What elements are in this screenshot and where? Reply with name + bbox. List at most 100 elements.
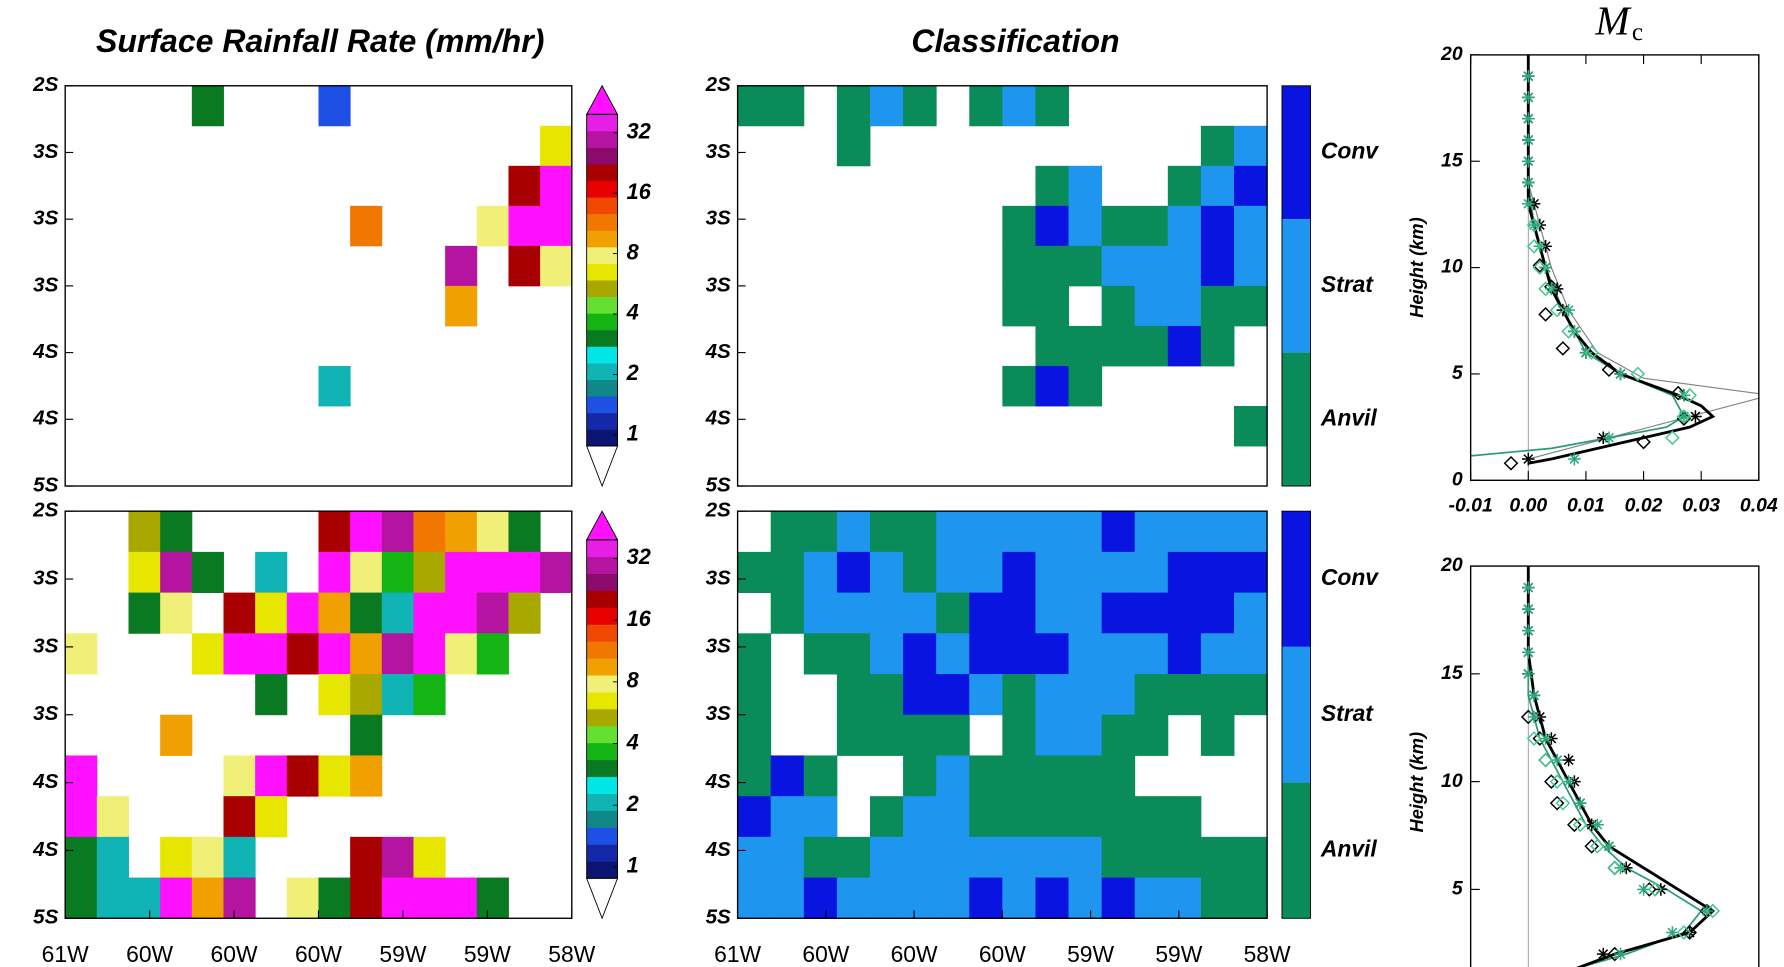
asterisk-marker <box>1562 753 1575 767</box>
legend-swatch <box>1281 511 1311 647</box>
colorbar-segment <box>586 363 618 381</box>
colorbar-frame <box>586 113 618 447</box>
map-cell <box>836 877 871 919</box>
map-cell <box>223 592 256 634</box>
map-cell <box>1002 755 1036 797</box>
x-tick-label: 60W <box>295 941 342 967</box>
marker-stroke <box>1592 819 1603 830</box>
map-cell <box>1167 245 1202 287</box>
x-tick-label: 58W <box>548 941 595 967</box>
x-tick-label: 59W <box>1155 941 1202 967</box>
map-cell <box>1101 714 1136 756</box>
legend-label: Anvil <box>1320 404 1378 430</box>
map-cell <box>1068 205 1103 247</box>
plot-area <box>1470 54 1759 481</box>
map-cell <box>1068 365 1103 407</box>
map-cell <box>1002 633 1036 675</box>
diamond-marker <box>1549 795 1565 811</box>
marker-stroke <box>1523 113 1534 124</box>
map-cell <box>381 633 414 675</box>
map-cell <box>1200 165 1235 207</box>
map-cell <box>1035 714 1069 756</box>
marker-stroke <box>1540 733 1551 744</box>
map-cell <box>836 125 871 167</box>
profile-line <box>1470 54 1686 457</box>
marker-stroke <box>1552 755 1563 765</box>
map-cell <box>381 674 414 716</box>
map-cell <box>1200 551 1235 594</box>
colorbar-segment <box>586 412 618 430</box>
map-cell <box>255 592 288 634</box>
map-cell <box>255 633 288 675</box>
map-cell <box>65 877 98 919</box>
colorbar-tick-label: 4 <box>626 300 639 325</box>
map-cell <box>1002 365 1036 407</box>
map-cell <box>413 674 446 716</box>
map-cell <box>1035 592 1069 634</box>
map-frame <box>64 85 573 487</box>
map-cell <box>869 633 904 675</box>
marker-shape <box>1549 774 1565 789</box>
colorbar-segment <box>586 742 618 761</box>
map-cell <box>160 592 193 634</box>
map-panel: 2S 3S 3S 3S 4S 4S 5S Surface Rainfall Rate (mm/… <box>32 23 652 497</box>
legend-swatch <box>1281 646 1311 783</box>
map-cell <box>1134 796 1169 838</box>
legend-swatch <box>1281 85 1311 220</box>
map-cell <box>1002 285 1036 327</box>
marker-shape <box>1567 817 1582 833</box>
map-cell <box>318 674 351 716</box>
asterisk-marker <box>1591 818 1604 832</box>
map-cell <box>65 633 98 675</box>
marker-stroke <box>1523 625 1534 636</box>
colorbar-segment <box>586 810 618 828</box>
map-cell <box>1200 592 1235 634</box>
map-cell <box>969 633 1003 675</box>
map-cell <box>1167 836 1202 879</box>
colorbar-segment <box>586 296 618 314</box>
map-cell <box>1068 511 1103 553</box>
diamond-marker <box>1630 366 1646 382</box>
marker-shape <box>1555 795 1571 811</box>
diamond-marker <box>1590 838 1605 854</box>
x-tick-label: 59W <box>379 941 426 967</box>
map-cell <box>903 551 937 594</box>
asterisk-marker <box>1522 667 1535 681</box>
colorbar-segment <box>586 793 618 811</box>
diamond-marker <box>1572 817 1588 833</box>
colorbar-segment <box>586 114 618 132</box>
map-cell <box>770 836 805 879</box>
plot-frame <box>1469 54 1760 481</box>
map-cell <box>936 877 970 919</box>
colorbar-tick-label: 32 <box>627 544 651 569</box>
colorbar-segment <box>586 197 618 215</box>
map-cell <box>1002 85 1036 127</box>
marker-stroke <box>1523 156 1534 167</box>
colorbar-segment <box>586 675 618 693</box>
map-cell <box>445 633 478 675</box>
x-tick-label: 58W <box>1244 941 1291 967</box>
marker-shape <box>1526 731 1542 746</box>
colorbar-frame <box>586 539 618 879</box>
map-cell <box>1002 245 1036 287</box>
map-cell <box>1200 325 1235 367</box>
marker-stroke <box>1529 690 1539 701</box>
map-cell <box>540 205 573 247</box>
map-cell <box>445 285 478 327</box>
asterisk-marker <box>1522 69 1535 83</box>
map-cell <box>160 836 193 879</box>
map-cell <box>869 836 904 879</box>
diamond-marker <box>1538 281 1553 297</box>
x-tick-label: 0.04 <box>1740 495 1778 517</box>
map-cell <box>350 551 383 594</box>
map-cell <box>1035 165 1069 207</box>
marker-shape <box>1676 925 1692 940</box>
map-cell <box>1234 877 1268 919</box>
marker-shape <box>1584 838 1600 854</box>
marker-stroke <box>1529 712 1539 722</box>
map-cell <box>1200 674 1235 716</box>
map-cell <box>1068 796 1103 838</box>
map-cell <box>803 633 838 675</box>
map-cell <box>1101 511 1136 553</box>
colorbar-segment <box>586 379 618 397</box>
